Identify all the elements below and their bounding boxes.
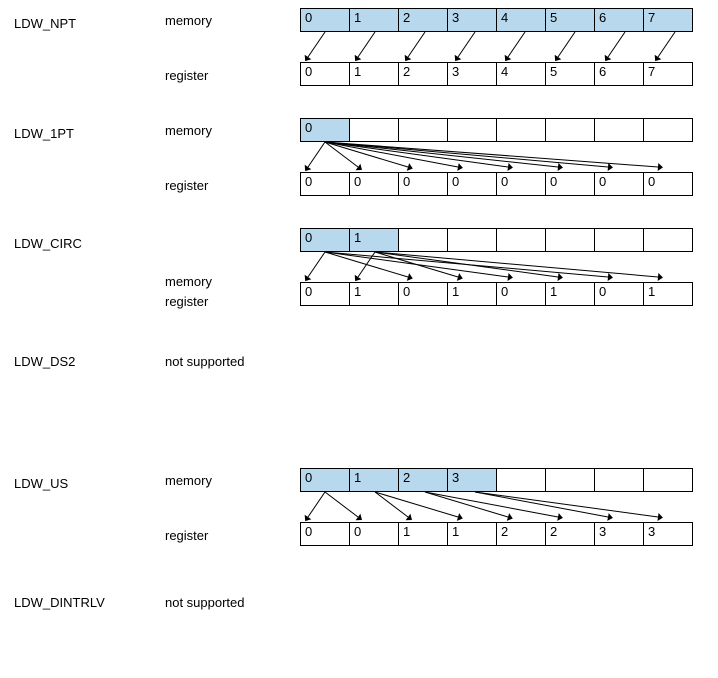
memory-cell (594, 118, 644, 142)
memory-cell (545, 228, 595, 252)
register-cell: 1 (398, 522, 448, 546)
memory-cell (643, 118, 693, 142)
arrows (294, 142, 706, 174)
memory-cell (447, 228, 497, 252)
memory-label: memory (165, 274, 212, 289)
register-cell: 5 (545, 62, 595, 86)
memory-cell (398, 228, 448, 252)
note: not supported (165, 354, 245, 369)
register-label: register (165, 294, 208, 309)
memory-cell (643, 468, 693, 492)
register-cell: 0 (300, 172, 350, 196)
register-cell: 0 (496, 282, 546, 306)
register-cell: 0 (594, 172, 644, 196)
section-name: LDW_1PT (14, 126, 74, 141)
note: not supported (165, 595, 245, 610)
register-cell: 3 (447, 62, 497, 86)
register-cell: 1 (643, 282, 693, 306)
memory-cell: 1 (349, 468, 399, 492)
register-cell: 1 (447, 282, 497, 306)
register-cell: 0 (545, 172, 595, 196)
memory-row: 0123 (300, 468, 693, 492)
memory-cell (398, 118, 448, 142)
memory-cell (496, 468, 546, 492)
arrows (294, 252, 706, 284)
register-cell: 0 (594, 282, 644, 306)
register-label: register (165, 178, 208, 193)
register-label: register (165, 528, 208, 543)
register-cell: 0 (643, 172, 693, 196)
register-cell: 3 (594, 522, 644, 546)
register-cell: 7 (643, 62, 693, 86)
memory-cell: 2 (398, 8, 448, 32)
arrows (294, 492, 706, 524)
register-cell: 1 (447, 522, 497, 546)
memory-cell: 4 (496, 8, 546, 32)
memory-cell (594, 468, 644, 492)
register-cell: 0 (496, 172, 546, 196)
register-cell: 0 (300, 62, 350, 86)
memory-label: memory (165, 13, 212, 28)
register-row: 01010101 (300, 282, 693, 306)
memory-cell: 3 (447, 8, 497, 32)
section-name: LDW_US (14, 476, 68, 491)
register-cell: 1 (349, 282, 399, 306)
memory-cell (643, 228, 693, 252)
memory-cell: 0 (300, 228, 350, 252)
register-row: 01234567 (300, 62, 693, 86)
arrows (294, 32, 706, 64)
register-cell: 1 (349, 62, 399, 86)
memory-label: memory (165, 123, 212, 138)
memory-cell (545, 118, 595, 142)
memory-cell: 1 (349, 228, 399, 252)
memory-cell (447, 118, 497, 142)
memory-row: 01 (300, 228, 693, 252)
register-cell: 0 (398, 282, 448, 306)
register-cell: 0 (398, 172, 448, 196)
memory-cell (496, 228, 546, 252)
register-cell: 4 (496, 62, 546, 86)
memory-cell: 2 (398, 468, 448, 492)
section-name: LDW_CIRC (14, 236, 82, 251)
register-cell: 2 (398, 62, 448, 86)
register-cell: 0 (300, 522, 350, 546)
memory-cell: 1 (349, 8, 399, 32)
register-cell: 6 (594, 62, 644, 86)
memory-cell (349, 118, 399, 142)
register-cell: 3 (643, 522, 693, 546)
memory-cell: 5 (545, 8, 595, 32)
register-row: 00000000 (300, 172, 693, 196)
register-cell: 0 (300, 282, 350, 306)
memory-cell: 7 (643, 8, 693, 32)
section-name: LDW_DS2 (14, 354, 75, 369)
memory-cell: 0 (300, 468, 350, 492)
memory-row: 01234567 (300, 8, 693, 32)
memory-cell (545, 468, 595, 492)
register-cell: 1 (545, 282, 595, 306)
section-name: LDW_DINTRLV (14, 595, 105, 610)
memory-cell (594, 228, 644, 252)
register-cell: 2 (545, 522, 595, 546)
memory-cell (496, 118, 546, 142)
section-name: LDW_NPT (14, 16, 76, 31)
memory-cell: 3 (447, 468, 497, 492)
memory-label: memory (165, 473, 212, 488)
register-cell: 0 (349, 172, 399, 196)
memory-cell: 0 (300, 118, 350, 142)
memory-cell: 0 (300, 8, 350, 32)
register-cell: 2 (496, 522, 546, 546)
memory-row: 0 (300, 118, 693, 142)
register-cell: 0 (349, 522, 399, 546)
memory-cell: 6 (594, 8, 644, 32)
register-cell: 0 (447, 172, 497, 196)
register-label: register (165, 68, 208, 83)
register-row: 00112233 (300, 522, 693, 546)
